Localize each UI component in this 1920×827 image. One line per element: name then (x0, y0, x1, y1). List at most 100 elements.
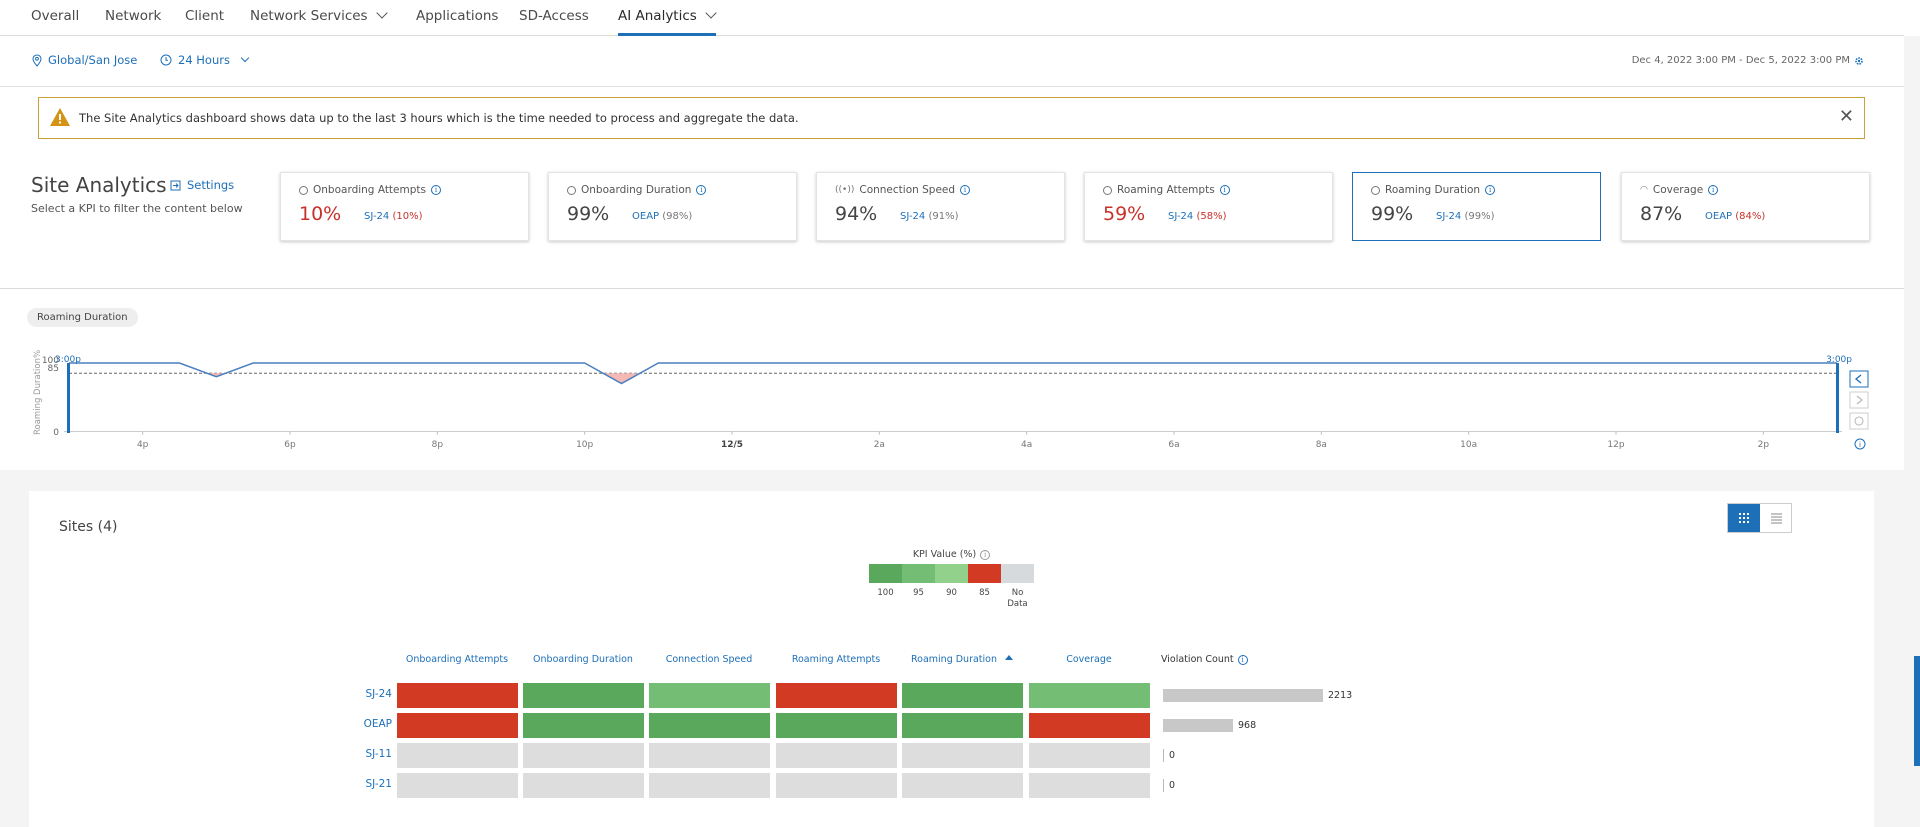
info-icon[interactable]: i (980, 549, 991, 560)
list-view-button[interactable] (1761, 504, 1792, 532)
tab-network[interactable]: Network (105, 8, 162, 24)
info-icon[interactable]: i (1237, 654, 1248, 665)
kpi-card-connection-speed[interactable]: ((•)) Connection Speed i 94% SJ-24 (91%) (816, 172, 1065, 241)
kpi-worst-site[interactable]: SJ-24 (10%) (364, 211, 423, 222)
heatmap-cell[interactable] (649, 683, 770, 708)
violation-count-header[interactable]: Violation Count i (1161, 654, 1321, 665)
clock-icon (1371, 185, 1380, 195)
site-row-label[interactable]: SJ-11 (365, 748, 392, 760)
info-icon[interactable]: i (1219, 185, 1230, 195)
info-icon[interactable]: i (1708, 185, 1719, 195)
site-row-label[interactable]: OEAP (363, 718, 392, 730)
gear-icon[interactable] (1854, 56, 1864, 66)
series-line (69, 362, 1837, 385)
tab-sd-access[interactable]: SD-Access (519, 8, 589, 24)
heatmap-cell[interactable] (902, 773, 1023, 798)
heatmap-cell[interactable] (1029, 743, 1150, 768)
view-toggle (1727, 503, 1792, 533)
heatmap-cell[interactable] (649, 743, 770, 768)
info-icon[interactable]: i (696, 185, 707, 195)
violation-bar (1163, 689, 1323, 702)
tab-network-services[interactable]: Network Services (250, 7, 388, 24)
heatmap-cell[interactable] (776, 713, 897, 738)
kpi-card-onboarding-attempts[interactable]: Onboarding Attempts i 10% SJ-24 (10%) (280, 172, 529, 241)
tab-applications[interactable]: Applications (416, 8, 499, 24)
x-tick-label: 8a (1316, 440, 1327, 450)
page-scrollbar[interactable] (1904, 36, 1920, 827)
kpi-worst-site[interactable]: OEAP (84%) (1705, 211, 1766, 222)
violation-area (207, 373, 226, 377)
heatmap-cell[interactable] (649, 773, 770, 798)
heatmap-cell[interactable] (397, 713, 518, 738)
column-header[interactable]: Roaming Duration (901, 654, 1023, 665)
heatmap-cell[interactable] (523, 683, 644, 708)
tab-overall[interactable]: Overall (31, 8, 80, 24)
heatmap-cell[interactable] (1029, 773, 1150, 798)
clock-icon (160, 54, 172, 66)
brush-handle-right[interactable] (1836, 363, 1839, 433)
chevron-down-icon (375, 7, 388, 19)
x-tick-label: 10p (576, 440, 593, 450)
tab-ai-analytics[interactable]: AI Analytics (618, 7, 717, 24)
site-row-label[interactable]: SJ-24 (365, 688, 392, 700)
list-icon (1771, 513, 1782, 524)
time-window-selector[interactable]: 24 Hours (160, 53, 250, 67)
column-header[interactable]: Roaming Attempts (791, 654, 881, 665)
heatmap-cell[interactable] (397, 683, 518, 708)
heatmap-cell[interactable] (397, 743, 518, 768)
column-header[interactable]: Connection Speed (665, 654, 753, 665)
heatmap-cell[interactable] (776, 683, 897, 708)
heatmap-cell[interactable] (523, 713, 644, 738)
kpi-card-coverage[interactable]: ◠ Coverage i 87% OEAP (84%) (1621, 172, 1870, 241)
tab-client[interactable]: Client (185, 8, 225, 24)
kpi-card-roaming-attempts[interactable]: Roaming Attempts i 59% SJ-24 (58%) (1084, 172, 1333, 241)
grid-view-button[interactable] (1728, 504, 1760, 532)
grid-icon (1739, 513, 1749, 523)
time-window-label: 24 Hours (178, 53, 230, 67)
kpi-value: 59% (1103, 203, 1146, 225)
heatmap-cell[interactable] (523, 773, 644, 798)
heatmap-cell[interactable] (1029, 683, 1150, 708)
column-header[interactable]: Coverage (1066, 654, 1112, 665)
heatmap-cell[interactable] (902, 743, 1023, 768)
kpi-worst-site[interactable]: SJ-24 (99%) (1436, 211, 1495, 222)
chart-next-button[interactable] (1849, 391, 1869, 409)
x-tick-label: 2a (874, 440, 885, 450)
filter-bar: Global/San Jose 24 Hours Dec 4, 2022 3:0… (0, 37, 1904, 87)
x-tick-label: 4a (1021, 440, 1032, 450)
kpi-worst-site[interactable]: OEAP (98%) (632, 211, 693, 222)
chart-prev-button[interactable] (1849, 370, 1869, 388)
close-icon[interactable]: ✕ (1838, 106, 1854, 127)
brush-handle-left[interactable] (67, 363, 70, 433)
violation-count-value: 0 (1169, 750, 1176, 761)
settings-link[interactable]: Settings (170, 178, 234, 192)
column-header[interactable]: Onboarding Duration (533, 654, 633, 665)
site-row-label[interactable]: SJ-21 (365, 778, 392, 790)
heatmap-cell[interactable] (397, 773, 518, 798)
sort-ascending-icon[interactable] (1005, 655, 1014, 660)
kpi-card-onboarding-duration[interactable]: Onboarding Duration i 99% OEAP (98%) (548, 172, 797, 241)
heatmap-cell[interactable] (902, 683, 1023, 708)
x-tick-label: 6a (1168, 440, 1179, 450)
kpi-worst-site[interactable]: SJ-24 (91%) (900, 211, 959, 222)
chart-info-icon[interactable]: i (1854, 438, 1866, 450)
info-icon[interactable]: i (1485, 185, 1496, 195)
heatmap-cell[interactable] (776, 773, 897, 798)
heatmap-cell[interactable] (776, 743, 897, 768)
x-tick-label: 12/5 (721, 440, 743, 450)
info-icon[interactable]: i (431, 185, 441, 195)
info-icon[interactable]: i (960, 185, 971, 195)
location-selector[interactable]: Global/San Jose (32, 53, 137, 67)
heatmap-cell[interactable] (902, 713, 1023, 738)
scrollbar-thumb[interactable] (1914, 656, 1920, 766)
heatmap-cell[interactable] (1029, 713, 1150, 738)
legend-swatch (935, 564, 968, 583)
column-header[interactable]: Onboarding Attempts (405, 654, 509, 665)
violation-area (603, 373, 640, 384)
x-tick-label: 2p (1758, 440, 1770, 450)
heatmap-cell[interactable] (649, 713, 770, 738)
chart-reset-button[interactable] (1849, 412, 1869, 430)
kpi-worst-site[interactable]: SJ-24 (58%) (1168, 211, 1227, 222)
heatmap-cell[interactable] (523, 743, 644, 768)
kpi-card-roaming-duration[interactable]: Roaming Duration i 99% SJ-24 (99%) (1352, 172, 1601, 241)
